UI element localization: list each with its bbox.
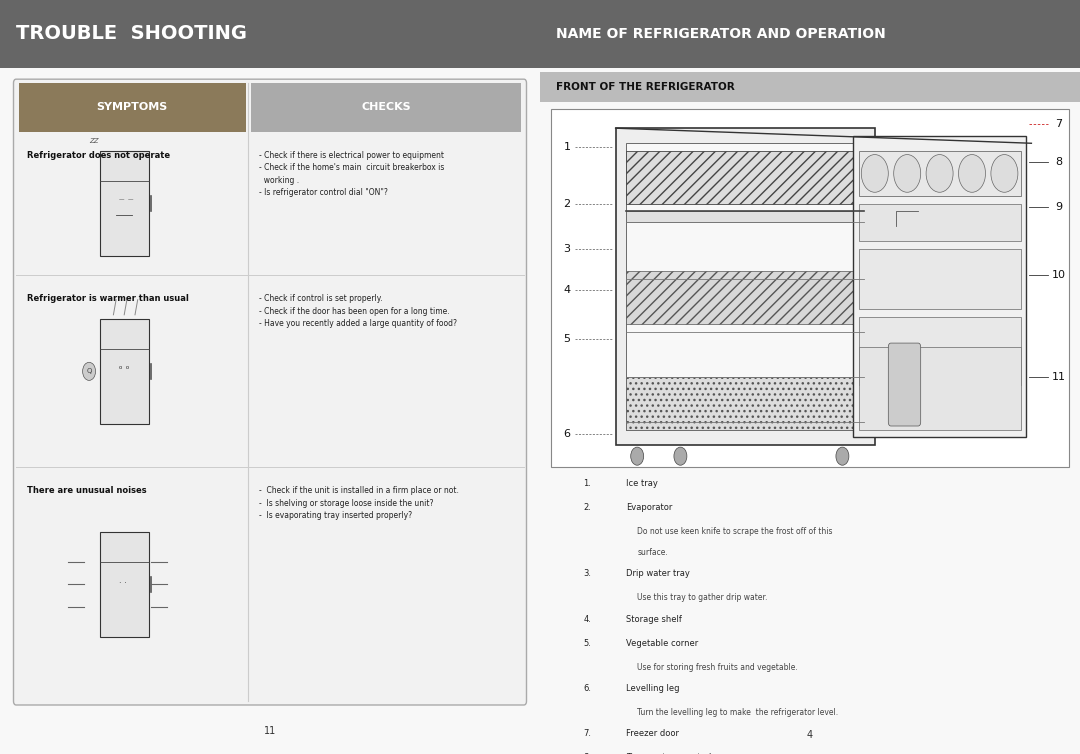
Bar xyxy=(626,271,864,324)
Text: Q: Q xyxy=(86,369,92,374)
Text: Turn the levelling leg to make  the refrigerator level.: Turn the levelling leg to make the refri… xyxy=(637,708,838,717)
Text: Do not use keen knife to scrape the frost off of this: Do not use keen knife to scrape the fros… xyxy=(637,527,833,536)
Circle shape xyxy=(959,155,986,192)
Text: 4: 4 xyxy=(807,730,813,740)
Bar xyxy=(859,249,1021,309)
Bar xyxy=(626,151,864,204)
Text: 7.: 7. xyxy=(583,729,591,738)
Text: Temperature control: Temperature control xyxy=(626,753,712,754)
Bar xyxy=(626,143,864,430)
Circle shape xyxy=(927,155,954,192)
Bar xyxy=(859,204,1021,241)
Bar xyxy=(616,128,875,445)
Text: 2.: 2. xyxy=(583,503,591,512)
Text: TROUBLE  SHOOTING: TROUBLE SHOOTING xyxy=(16,24,247,44)
Text: SYMPTOMS: SYMPTOMS xyxy=(97,103,167,112)
Bar xyxy=(100,151,149,256)
Text: Use for storing fresh fruits and vegetable.: Use for storing fresh fruits and vegetab… xyxy=(637,663,798,672)
Bar xyxy=(540,0,1080,68)
Circle shape xyxy=(894,155,920,192)
Bar xyxy=(626,377,864,430)
Text: surface.: surface. xyxy=(637,548,667,557)
Text: 2: 2 xyxy=(564,198,570,209)
Text: 4.: 4. xyxy=(583,615,591,624)
Circle shape xyxy=(862,155,888,192)
Text: Storage shelf: Storage shelf xyxy=(626,615,683,624)
Bar xyxy=(859,151,1021,196)
Text: Vegetable corner: Vegetable corner xyxy=(626,639,699,648)
Text: NAME OF REFRIGERATOR AND OPERATION: NAME OF REFRIGERATOR AND OPERATION xyxy=(556,27,886,41)
FancyBboxPatch shape xyxy=(13,79,527,705)
Text: 1: 1 xyxy=(564,142,570,152)
Bar xyxy=(626,211,864,222)
Bar xyxy=(252,83,522,132)
Bar xyxy=(859,347,1021,430)
Circle shape xyxy=(674,447,687,465)
Circle shape xyxy=(631,447,644,465)
Text: 11: 11 xyxy=(264,726,276,737)
Bar xyxy=(859,317,1021,385)
Bar xyxy=(0,0,540,68)
Text: Ice tray: Ice tray xyxy=(626,479,659,488)
Text: 1.: 1. xyxy=(583,479,591,488)
Text: 9: 9 xyxy=(1055,202,1062,213)
Circle shape xyxy=(836,447,849,465)
Text: 6: 6 xyxy=(564,428,570,439)
Bar xyxy=(100,318,149,424)
Bar xyxy=(853,136,1026,437)
Bar xyxy=(540,72,1080,102)
Text: - Check if there is electrical power to equipment
- Check if the home's main  ci: - Check if there is electrical power to … xyxy=(259,151,445,198)
Text: Drip water tray: Drip water tray xyxy=(626,569,690,578)
Text: 5.: 5. xyxy=(583,639,591,648)
Text: There are unusual noises: There are unusual noises xyxy=(27,486,147,495)
Text: Use this tray to gather drip water.: Use this tray to gather drip water. xyxy=(637,593,768,602)
Text: ZZ: ZZ xyxy=(90,138,98,144)
Text: . .: . . xyxy=(119,576,126,585)
Text: Refrigerator is warmer than usual: Refrigerator is warmer than usual xyxy=(27,294,189,303)
Text: —  —: — — xyxy=(119,198,133,202)
Text: 3.: 3. xyxy=(583,569,591,578)
Text: Levelling leg: Levelling leg xyxy=(626,684,680,693)
Text: Freezer door: Freezer door xyxy=(626,729,679,738)
Text: Refrigerator does not operate: Refrigerator does not operate xyxy=(27,151,171,160)
Text: FRONT OF THE REFRIGERATOR: FRONT OF THE REFRIGERATOR xyxy=(556,81,735,92)
FancyBboxPatch shape xyxy=(888,343,920,426)
Text: 11: 11 xyxy=(1052,372,1065,382)
Text: 4: 4 xyxy=(564,285,570,296)
Text: o  o: o o xyxy=(119,365,129,370)
Text: 8.: 8. xyxy=(583,753,591,754)
Text: Evaporator: Evaporator xyxy=(626,503,673,512)
Bar xyxy=(100,532,149,637)
Text: - Check if control is set properly.
- Check if the door has been open for a long: - Check if control is set properly. - Ch… xyxy=(259,294,457,328)
Text: CHECKS: CHECKS xyxy=(362,103,410,112)
Text: 10: 10 xyxy=(1052,270,1065,280)
Text: 7: 7 xyxy=(1055,119,1062,130)
Text: 6.: 6. xyxy=(583,684,591,693)
Text: 3: 3 xyxy=(564,244,570,254)
Bar xyxy=(19,83,246,132)
Bar xyxy=(551,109,1069,467)
Text: 5: 5 xyxy=(564,334,570,345)
Text: -  Check if the unit is installed in a firm place or not.
-  Is shelving or stor: - Check if the unit is installed in a fi… xyxy=(259,486,459,520)
Circle shape xyxy=(83,363,96,381)
Text: 8: 8 xyxy=(1055,157,1062,167)
Circle shape xyxy=(991,155,1018,192)
